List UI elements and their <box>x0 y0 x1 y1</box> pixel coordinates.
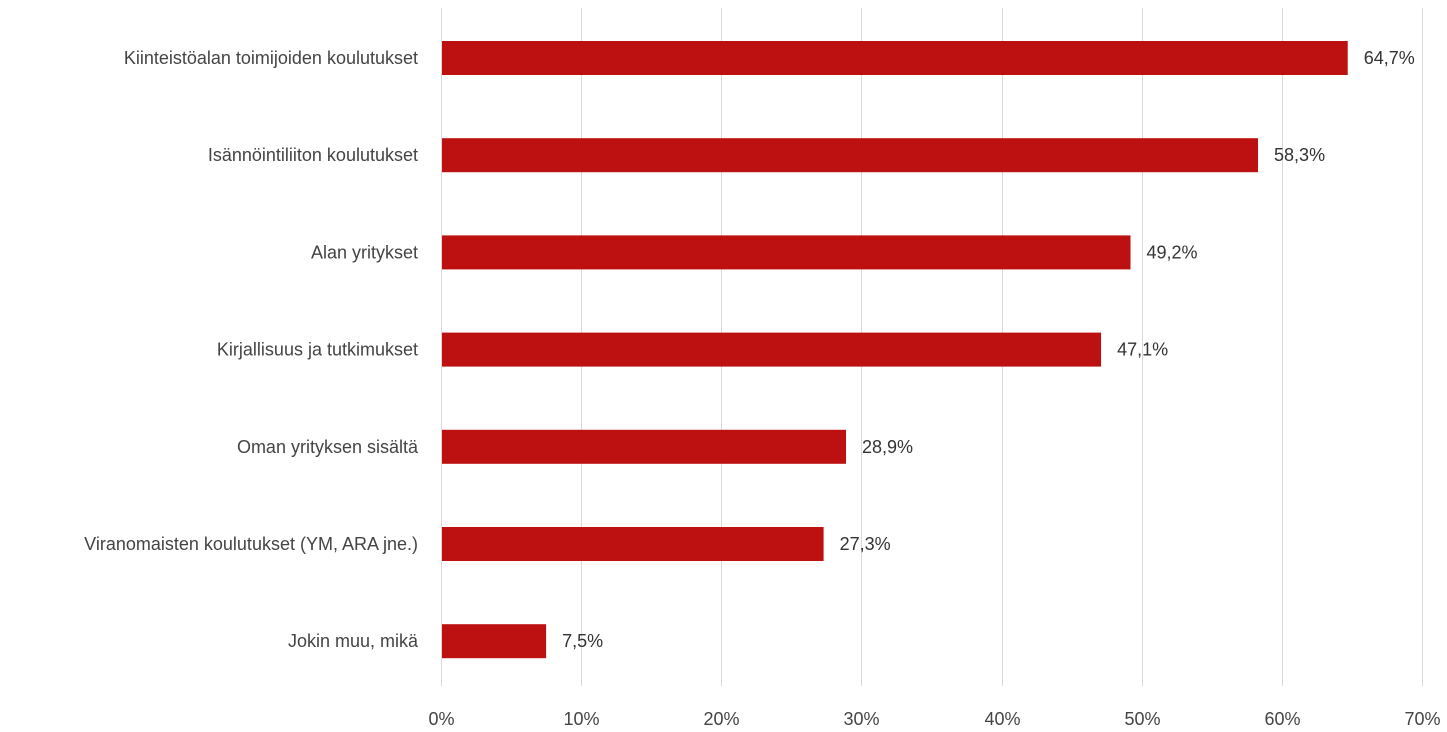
bar <box>442 41 1348 75</box>
data-label: 49,2% <box>1147 242 1198 262</box>
x-tick-label: 10% <box>563 709 599 729</box>
category-label: Kirjallisuus ja tutkimukset <box>217 340 418 360</box>
bars <box>442 41 1348 659</box>
data-label: 64,7% <box>1364 48 1415 68</box>
x-tick-label: 40% <box>984 709 1020 729</box>
x-tick-label: 30% <box>843 709 879 729</box>
x-tick-label: 60% <box>1264 709 1300 729</box>
value-labels: 64,7% 58,3% 49,2% 47,1% 28,9% 27,3% 7,5% <box>562 48 1415 651</box>
category-label: Viranomaisten koulutukset (YM, ARA jne.) <box>84 534 418 554</box>
x-axis-tick-labels: 0% 10% 20% 30% 40% 50% 60% 70% <box>428 709 1440 729</box>
category-label: Alan yritykset <box>311 242 418 262</box>
bar <box>442 235 1131 270</box>
bar <box>442 332 1102 367</box>
data-label: 58,3% <box>1274 145 1325 165</box>
x-tick-label: 70% <box>1404 709 1440 729</box>
bar <box>442 138 1259 173</box>
x-tick-label: 20% <box>703 709 739 729</box>
category-labels: Kiinteistöalan toimijoiden koulutukset Is… <box>84 48 419 651</box>
bar <box>442 527 824 561</box>
data-label: 27,3% <box>840 534 891 554</box>
x-tick-label: 0% <box>428 709 454 729</box>
bar <box>442 429 847 464</box>
bar <box>442 624 547 659</box>
category-label: Kiinteistöalan toimijoiden koulutukset <box>124 48 418 68</box>
data-label: 28,9% <box>862 437 913 457</box>
data-label: 7,5% <box>562 631 603 651</box>
category-label: Jokin muu, mikä <box>288 631 419 651</box>
x-tick-label: 50% <box>1124 709 1160 729</box>
category-label: Isännöintiliiton koulutukset <box>208 145 418 165</box>
data-label: 47,1% <box>1117 340 1168 360</box>
category-label: Oman yrityksen sisältä <box>237 437 419 457</box>
